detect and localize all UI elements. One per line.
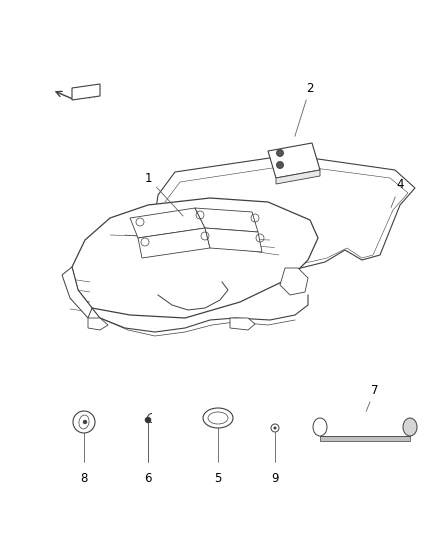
- Text: 9: 9: [271, 472, 279, 484]
- Polygon shape: [268, 143, 320, 178]
- Polygon shape: [276, 170, 320, 184]
- Text: 6: 6: [144, 472, 152, 484]
- Text: 1: 1: [144, 172, 183, 216]
- Ellipse shape: [313, 418, 327, 436]
- Circle shape: [273, 426, 276, 430]
- Polygon shape: [62, 267, 92, 318]
- Polygon shape: [230, 318, 255, 330]
- Circle shape: [276, 149, 283, 157]
- Circle shape: [83, 420, 87, 424]
- Polygon shape: [280, 268, 308, 295]
- Polygon shape: [150, 155, 415, 288]
- Polygon shape: [72, 84, 100, 100]
- Ellipse shape: [403, 418, 417, 436]
- Text: 8: 8: [80, 472, 88, 484]
- Polygon shape: [138, 228, 210, 258]
- Circle shape: [276, 161, 283, 168]
- Polygon shape: [205, 228, 262, 252]
- Polygon shape: [88, 318, 108, 330]
- Polygon shape: [130, 208, 205, 238]
- Polygon shape: [72, 198, 318, 318]
- Text: 7: 7: [366, 384, 379, 411]
- Bar: [320, 418, 410, 436]
- Bar: [320, 436, 410, 441]
- Text: 2: 2: [295, 82, 314, 136]
- Text: 4: 4: [391, 179, 404, 207]
- Circle shape: [145, 417, 151, 423]
- Polygon shape: [195, 208, 258, 232]
- Text: 5: 5: [214, 472, 222, 484]
